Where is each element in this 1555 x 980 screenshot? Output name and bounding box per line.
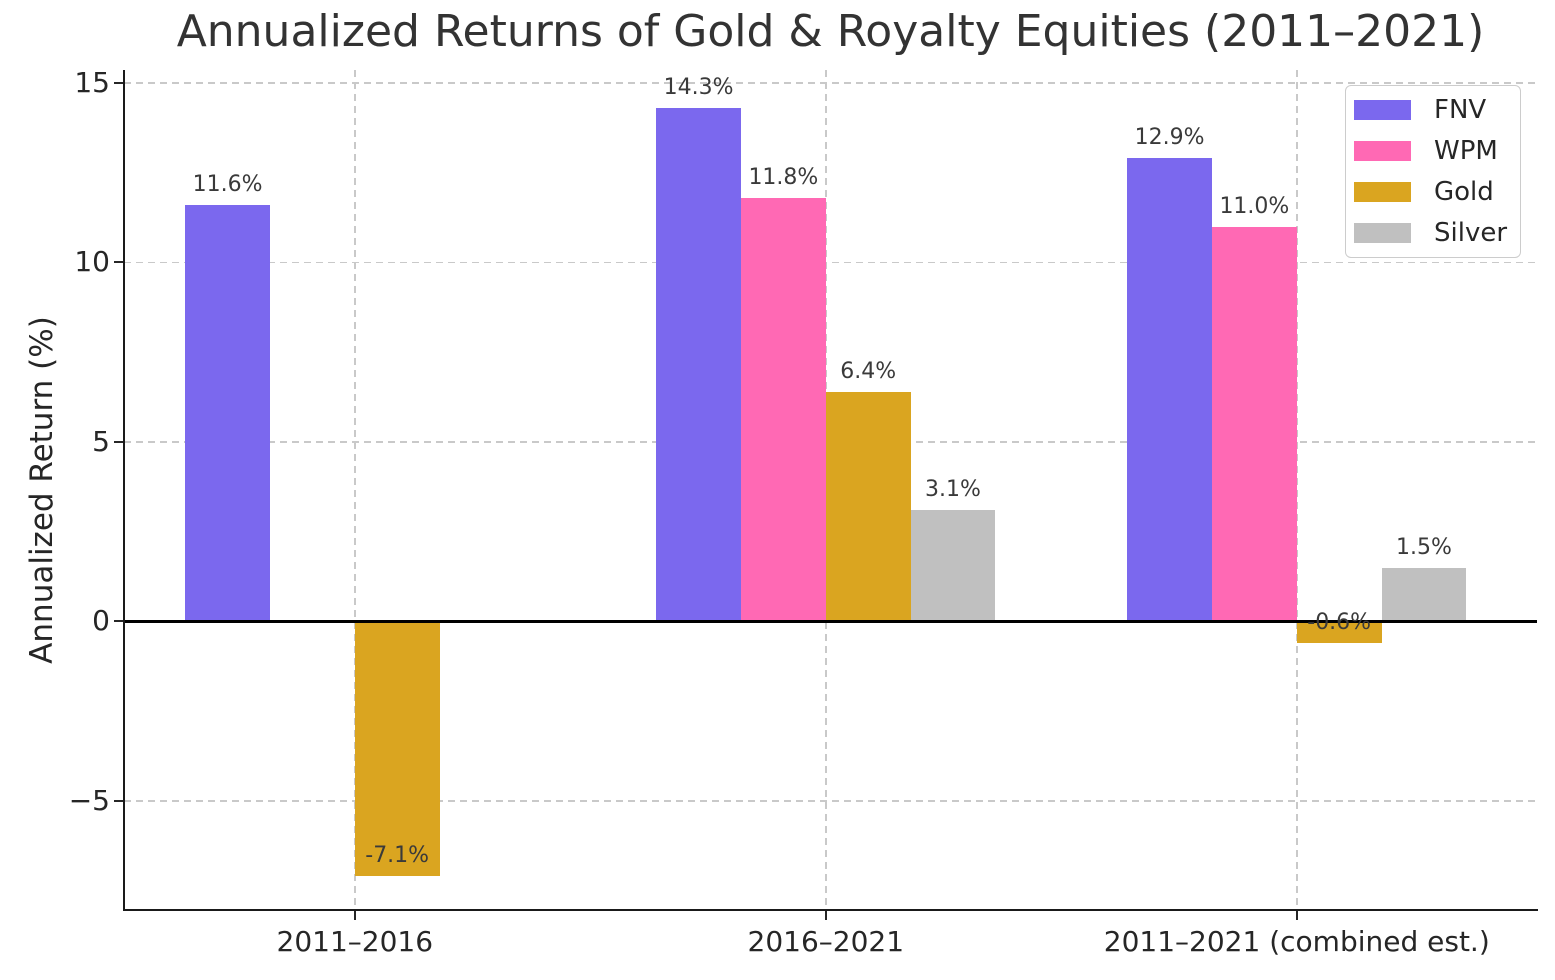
legend-entry-fnv: FNV (1354, 97, 1520, 123)
zero-line (124, 620, 1537, 623)
legend-label-silver: Silver (1434, 217, 1508, 248)
value-label-silver-1: 3.1% (925, 477, 981, 503)
legend-entry-gold: Gold (1354, 179, 1520, 205)
x-tick-mark (1295, 911, 1298, 920)
legend-entry-wpm: WPM (1354, 138, 1520, 164)
y-tick-mark (114, 261, 124, 264)
bar-gold-1 (825, 391, 911, 622)
x-tick-mark (353, 911, 356, 920)
legend-entry-silver: Silver (1354, 220, 1520, 246)
bar-wpm-1 (741, 197, 826, 622)
x-tick-label: 2011–2016 (276, 925, 434, 958)
value-label-gold-1: 6.4% (840, 358, 897, 384)
legend-swatch-silver (1354, 222, 1411, 243)
x-tick-label: 2016–2021 (747, 925, 905, 958)
y-tick-label: 15 (74, 65, 110, 99)
y-tick-mark (114, 799, 124, 802)
legend-swatch-fnv (1354, 100, 1411, 121)
legend-swatch-gold (1354, 181, 1411, 202)
x-axis-spine (122, 908, 1539, 912)
x-gridline (1296, 70, 1298, 910)
plot-area: 15 10 5 0 −5 2011–2016 2016–2021 2011–2021 (com… (69, 66, 1539, 958)
bar-wpm-2 (1212, 226, 1297, 622)
y-axis-spine (122, 70, 126, 911)
bar-fnv-0 (185, 204, 270, 622)
bar-fnv-2 (1127, 158, 1212, 622)
y-gridline (124, 800, 1537, 802)
x-tick-label: 2011–2021 (combined est.) (1103, 925, 1490, 958)
legend-swatch-wpm (1354, 141, 1411, 162)
y-tick-label: 0 (92, 604, 110, 638)
y-tick-mark (114, 620, 124, 623)
value-label-fnv-0: 11.6% (192, 171, 263, 197)
y-tick-mark (114, 440, 124, 443)
y-tick-label: 5 (92, 424, 110, 458)
y-gridline (124, 261, 1537, 264)
bar-silver-1 (910, 510, 996, 622)
value-label-gold-0: -7.1% (365, 843, 430, 869)
y-gridline (124, 82, 1537, 84)
y-tick-label: 10 (74, 245, 110, 279)
bar-gold-0 (354, 621, 440, 877)
y-tick-mark (114, 81, 124, 84)
value-label-wpm-1: 11.8% (748, 164, 819, 190)
y-tick-label: −5 (68, 783, 110, 817)
bar-fnv-1 (656, 108, 741, 622)
x-tick-mark (824, 911, 827, 920)
value-label-fnv-2: 12.9% (1134, 125, 1205, 151)
chart-title: Annualized Returns of Gold & Royalty Equ… (176, 6, 1485, 57)
legend-label-wpm: WPM (1434, 136, 1498, 167)
x-gridline (354, 70, 356, 910)
value-label-silver-2: 1.5% (1396, 534, 1452, 560)
legend-label-gold: Gold (1434, 176, 1494, 207)
bar-gold-2 (1296, 621, 1382, 643)
value-label-wpm-2: 11.0% (1219, 193, 1290, 219)
legend: FNV WPM Gold Silver (1345, 85, 1521, 258)
legend-label-fnv: FNV (1434, 95, 1487, 126)
value-label-fnv-1: 14.3% (663, 75, 734, 101)
bar-silver-2 (1381, 567, 1467, 622)
value-label-gold-2: -0.6% (1307, 609, 1372, 635)
